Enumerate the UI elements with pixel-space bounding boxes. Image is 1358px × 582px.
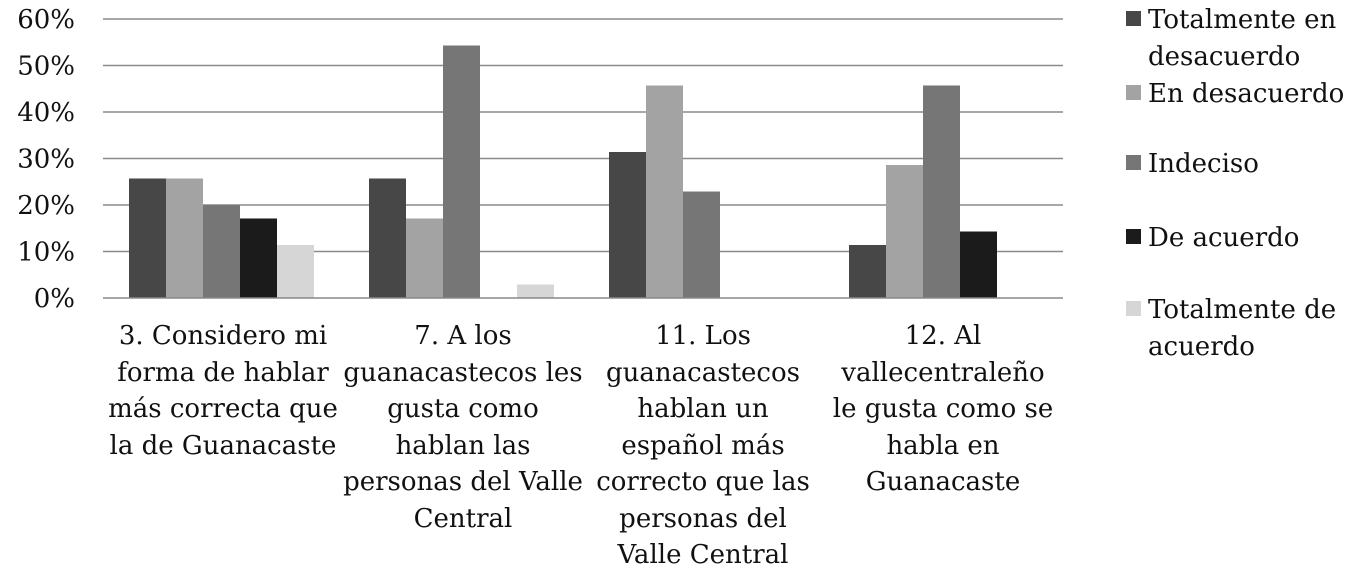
bar: [886, 165, 923, 298]
bar: [960, 231, 997, 298]
legend-label: Totalmente en desacuerdo: [1148, 5, 1337, 72]
bar: [129, 178, 166, 298]
bar: [203, 205, 240, 298]
legend-swatch: [1126, 155, 1141, 170]
legend-label: De acuerdo: [1148, 223, 1300, 253]
category-label: 3. Considero mi forma de hablar más corr…: [108, 321, 338, 461]
bar: [683, 191, 720, 298]
y-tick-label: 10%: [17, 238, 75, 268]
legend-item-indeciso: Indeciso: [1126, 146, 1353, 183]
y-tick-label: 30%: [17, 145, 75, 175]
legend-swatch: [1126, 85, 1141, 100]
bar: [609, 151, 646, 298]
y-tick-label: 20%: [17, 191, 75, 221]
bar: [406, 218, 443, 298]
legend-item-totalmente-en-desacuerdo: Totalmente en desacuerdo: [1126, 2, 1353, 76]
legend-item-de-acuerdo: De acuerdo: [1126, 220, 1353, 257]
category-label: 7. A los guanacastecos les gusta como ha…: [343, 321, 583, 534]
legend-item-en-desacuerdo: En desacuerdo: [1126, 76, 1353, 113]
bar: [517, 284, 554, 298]
legend-swatch: [1126, 229, 1141, 244]
y-tick-label: 50%: [17, 52, 75, 82]
bar: [166, 178, 203, 298]
legend-label: Totalmente de acuerdo: [1148, 295, 1337, 362]
y-axis-ticks: 0% 10% 20% 30% 40% 50% 60%: [17, 5, 75, 314]
bars: [129, 45, 997, 299]
legend-label: En desacuerdo: [1148, 79, 1345, 109]
legend-item-totalmente-de-acuerdo: Totalmente de acuerdo: [1126, 292, 1353, 366]
bar: [277, 244, 314, 298]
category-label: 12. Al vallecentraleño le gusta como se …: [832, 321, 1054, 497]
bar: [849, 244, 886, 298]
bar: [240, 218, 277, 298]
bar: [369, 178, 406, 298]
legend-label: Indeciso: [1148, 149, 1259, 179]
y-tick-label: 40%: [17, 98, 75, 128]
category-label: 11. Los guanacastecos hablan un español …: [596, 321, 810, 570]
bar: [923, 85, 960, 299]
bar-chart: 0% 10% 20% 30% 40% 50% 60%: [17, 5, 1063, 314]
legend-swatch: [1126, 301, 1141, 316]
bar: [646, 85, 683, 299]
y-tick-label: 60%: [17, 5, 75, 35]
y-tick-label: 0%: [34, 284, 75, 314]
bar: [443, 45, 480, 298]
legend-swatch: [1126, 11, 1141, 26]
